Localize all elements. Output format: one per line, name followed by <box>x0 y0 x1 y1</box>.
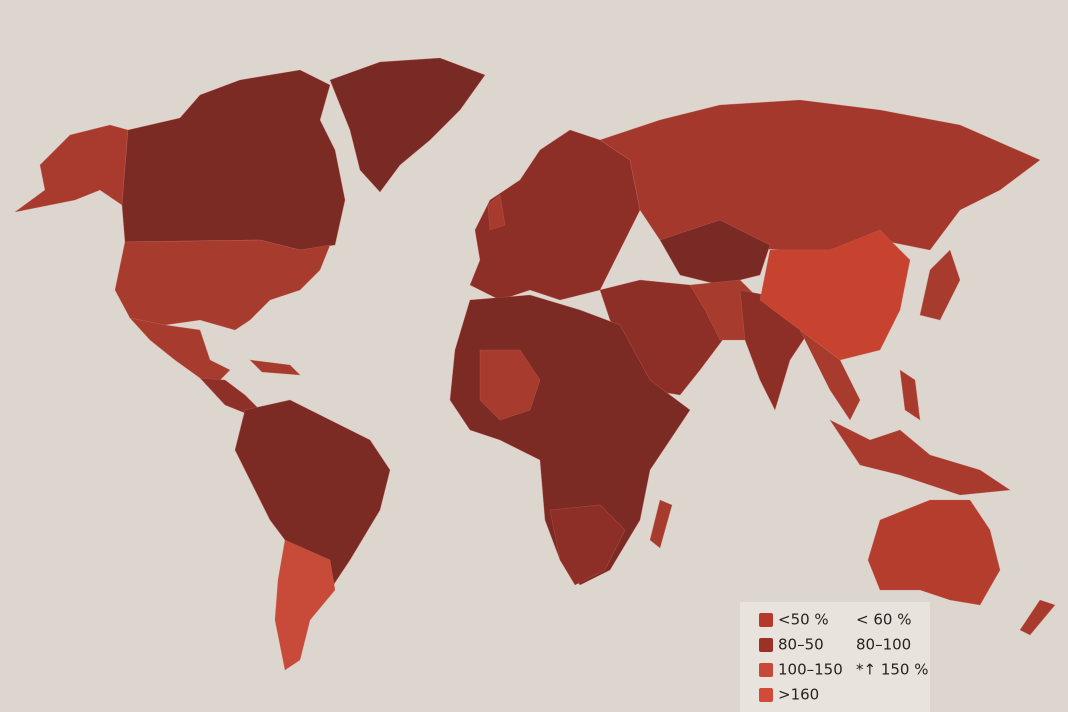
japan <box>919 249 961 321</box>
legend-swatch <box>759 688 773 702</box>
australia <box>867 499 1001 606</box>
new-zealand <box>1019 599 1056 636</box>
caribbean <box>249 359 301 376</box>
map <box>14 57 1056 671</box>
legend-swatch <box>759 663 773 677</box>
china <box>759 229 911 361</box>
legend-label: 80–50 <box>778 636 824 654</box>
legend-swatch <box>759 638 773 652</box>
legend-label: *↑ 150 % <box>856 661 929 679</box>
southern-africa <box>549 504 626 586</box>
greenland <box>329 57 486 193</box>
legend-label: < 60 % <box>856 611 911 629</box>
legend-label: >160 <box>778 686 819 704</box>
argentina <box>274 539 336 671</box>
madagascar <box>649 499 673 549</box>
russia <box>599 99 1041 251</box>
legend-label: 80–100 <box>856 636 911 654</box>
philippines <box>899 369 921 421</box>
southeast-asia <box>799 329 861 421</box>
legend-label: <50 % <box>778 611 829 629</box>
legend-label: 100–150 <box>778 661 843 679</box>
europe <box>469 129 641 301</box>
west-africa <box>479 349 541 421</box>
south-america-north <box>234 399 391 591</box>
legend-swatch <box>759 613 773 627</box>
uk <box>487 194 506 231</box>
alaska <box>14 124 129 213</box>
legend: <50 % < 60 % 80–50 80–100 100–150 *↑ 150 % >16… <box>740 602 930 712</box>
mexico <box>129 317 231 381</box>
indonesia <box>829 419 1011 496</box>
central-asia <box>659 219 771 286</box>
